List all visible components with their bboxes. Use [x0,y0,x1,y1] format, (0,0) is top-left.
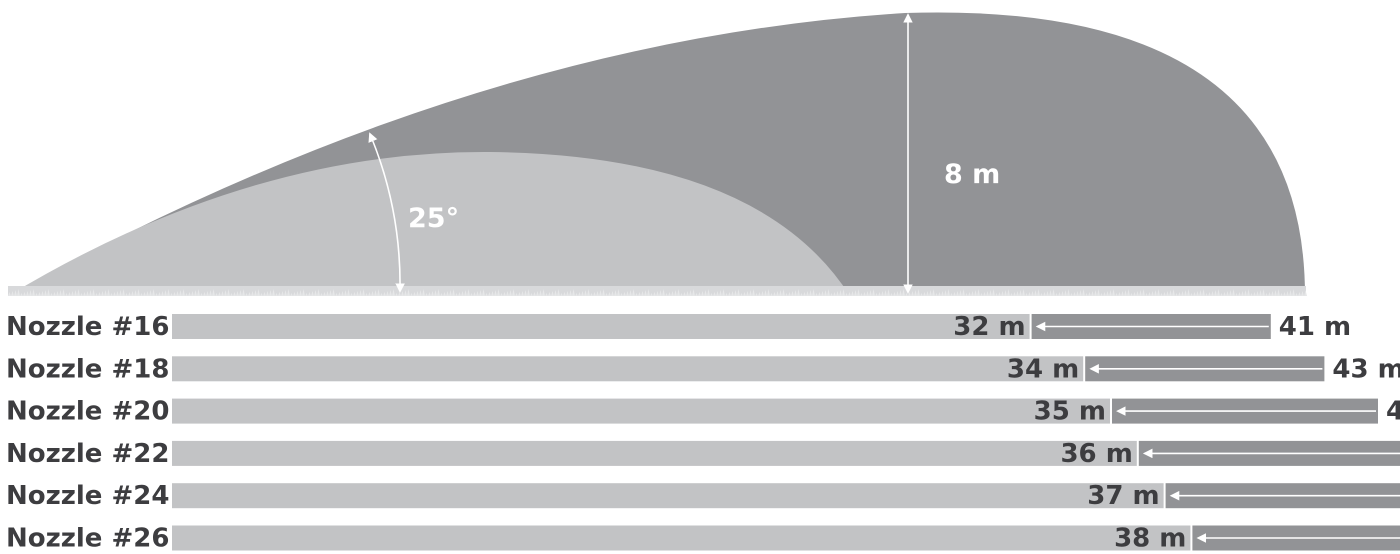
grass [8,289,1307,296]
nozzle-label: Nozzle #26 [6,524,169,554]
nozzle-label: Nozzle #22 [6,439,169,469]
grass-tufts [8,289,1307,296]
short-range-value-label: 32 m [953,312,1025,342]
short-range-bar [172,483,1164,509]
long-range-value-label: 43 m [1332,354,1400,384]
nozzle-label: Nozzle #20 [6,397,169,427]
short-range-value-label: 34 m [1007,354,1079,384]
ground-strip [8,286,1306,296]
height-label: 8 m [944,159,1000,190]
nozzle-label: Nozzle #24 [6,481,169,511]
short-range-value-label: 36 m [1060,439,1132,469]
short-range-bar [172,314,1030,339]
short-range-bar [172,356,1084,382]
long-range-value-label: 45 m [1386,397,1400,427]
nozzle-label: Nozzle #18 [6,354,169,384]
nozzle-bars: Nozzle #16 32 m 41 m Nozzle #18 34 m 43 m Nozz… [6,312,1400,554]
short-range-value-label: 35 m [1034,397,1106,427]
short-range-value-label: 38 m [1114,524,1186,554]
angle-arc [368,132,405,293]
short-range-trajectory [8,151,850,296]
short-range-value-label: 37 m [1087,481,1159,511]
short-range-bar [172,525,1191,551]
long-range-value-label: 41 m [1279,312,1351,342]
short-range-bar [172,398,1110,424]
nozzle-label: Nozzle #16 [6,312,169,342]
short-range-bar [172,440,1137,466]
angle-label: 25° [408,203,459,234]
